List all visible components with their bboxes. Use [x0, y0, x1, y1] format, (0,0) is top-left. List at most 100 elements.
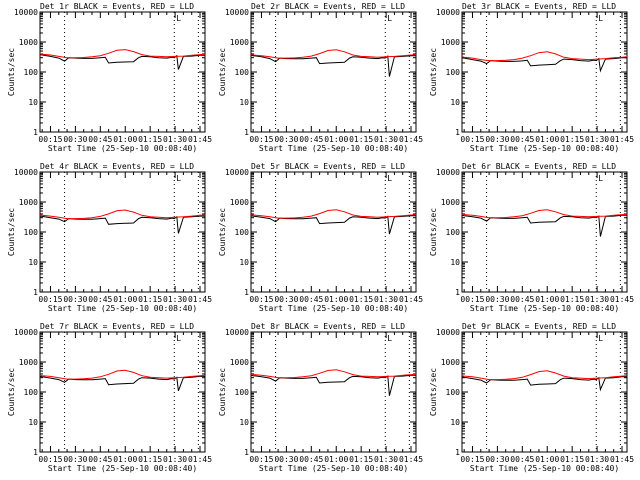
x-tick-label: 01:15 [349, 455, 373, 464]
series-line-events [250, 54, 416, 77]
x-tick-label: 00:45 [88, 455, 112, 464]
x-tick-label: 01:00 [535, 135, 559, 144]
x-tick-label: 01:45 [188, 295, 212, 304]
x-tick-label: 01:45 [610, 135, 634, 144]
y-axis-label: Counts/sec [218, 208, 227, 256]
y-tick-label: 1000 [19, 358, 38, 367]
y-tick-label: 100 [446, 388, 461, 397]
x-tick-label: 01:00 [535, 455, 559, 464]
y-tick-label: 1 [244, 128, 249, 137]
x-tick-label: 01:30 [374, 135, 398, 144]
x-tick-label: 01:00 [324, 455, 348, 464]
marker-label: L [598, 14, 603, 23]
x-tick-label: 01:45 [610, 455, 634, 464]
y-tick-label: 100 [446, 228, 461, 237]
x-tick-label: 00:45 [299, 455, 323, 464]
y-tick-label: 10 [239, 98, 249, 107]
y-tick-label: 1 [455, 448, 460, 457]
chart-panel-8: Det 8r BLACK = Events, RED = LLD 1 10 100 10… [218, 322, 423, 473]
x-tick-label: 01:30 [163, 455, 187, 464]
x-tick-label: 00:45 [88, 135, 112, 144]
y-tick-label: 100 [24, 388, 39, 397]
x-tick-label: 01:15 [138, 455, 162, 464]
x-tick-label: 01:45 [188, 455, 212, 464]
y-tick-label: 10 [450, 98, 460, 107]
x-axis-label: Start Time (25-Sep-10 00:08:40) [470, 304, 619, 313]
y-tick-label: 10000 [436, 168, 460, 177]
x-tick-label: 01:30 [374, 455, 398, 464]
chart-panel-1: Det 1r BLACK = Events, RED = LLD 1 10 100 10… [7, 2, 212, 153]
chart-title: Det 9r BLACK = Events, RED = LLD [462, 322, 616, 331]
x-tick-label: 00:30 [274, 455, 298, 464]
x-tick-label: 00:45 [510, 135, 534, 144]
x-tick-label: 00:30 [63, 455, 87, 464]
x-tick-label: 00:15 [249, 135, 273, 144]
chart-panel-9: Det 9r BLACK = Events, RED = LLD 1 10 100 10… [429, 322, 634, 473]
x-tick-label: 01:00 [113, 135, 137, 144]
x-tick-label: 01:15 [560, 135, 584, 144]
series-line-lld [250, 209, 417, 219]
y-tick-label: 1 [455, 288, 460, 297]
x-tick-label: 01:45 [399, 135, 423, 144]
y-tick-label: 10 [239, 258, 249, 267]
chart-title: Det 5r BLACK = Events, RED = LLD [251, 162, 405, 171]
y-tick-label: 10 [28, 418, 38, 427]
y-tick-label: 100 [24, 68, 39, 77]
y-tick-label: 1000 [230, 198, 249, 207]
x-tick-label: 01:15 [349, 295, 373, 304]
y-tick-label: 1000 [441, 38, 460, 47]
marker-label: L [387, 174, 392, 183]
y-tick-label: 100 [235, 68, 250, 77]
x-tick-label: 01:00 [324, 295, 348, 304]
y-axis-label: Counts/sec [7, 48, 16, 96]
x-tick-label: 00:45 [510, 295, 534, 304]
marker-label: L [387, 14, 392, 23]
y-tick-label: 10000 [225, 328, 249, 337]
y-tick-label: 1 [33, 288, 38, 297]
y-tick-label: 1 [33, 448, 38, 457]
series-line-events [39, 215, 205, 234]
y-tick-label: 10 [239, 418, 249, 427]
chart-title: Det 8r BLACK = Events, RED = LLD [251, 322, 405, 331]
x-tick-label: 01:00 [113, 455, 137, 464]
x-tick-label: 00:15 [460, 295, 484, 304]
y-tick-label: 100 [235, 388, 250, 397]
marker-label: L [598, 334, 603, 343]
y-tick-label: 100 [446, 68, 461, 77]
x-axis-label: Start Time (25-Sep-10 00:08:40) [48, 304, 197, 313]
y-tick-label: 1000 [230, 358, 249, 367]
x-tick-label: 00:30 [485, 135, 509, 144]
y-axis-label: Counts/sec [429, 208, 438, 256]
y-axis-label: Counts/sec [218, 368, 227, 416]
x-tick-label: 01:15 [560, 455, 584, 464]
y-axis-label: Counts/sec [7, 368, 16, 416]
x-tick-label: 00:45 [299, 135, 323, 144]
x-tick-label: 01:30 [163, 295, 187, 304]
marker-label: L [176, 174, 181, 183]
x-tick-label: 01:30 [585, 295, 609, 304]
x-tick-label: 00:15 [38, 455, 62, 464]
y-tick-label: 10000 [14, 168, 38, 177]
x-tick-label: 00:15 [38, 135, 62, 144]
marker-label: L [598, 174, 603, 183]
x-tick-label: 01:30 [585, 455, 609, 464]
y-tick-label: 10 [450, 258, 460, 267]
x-tick-label: 00:30 [274, 295, 298, 304]
series-line-lld [461, 370, 628, 381]
series-line-lld [39, 49, 206, 59]
series-line-events [461, 376, 627, 392]
y-tick-label: 100 [24, 228, 39, 237]
y-axis-label: Counts/sec [429, 48, 438, 96]
x-tick-label: 00:15 [249, 295, 273, 304]
x-tick-label: 00:15 [249, 455, 273, 464]
x-axis-label: Start Time (25-Sep-10 00:08:40) [48, 464, 197, 473]
chart-panel-5: Det 5r BLACK = Events, RED = LLD 1 10 100 10… [218, 162, 423, 313]
x-tick-label: 01:30 [163, 135, 187, 144]
y-tick-label: 1 [244, 288, 249, 297]
x-tick-label: 00:30 [63, 295, 87, 304]
y-tick-label: 10000 [436, 8, 460, 17]
x-tick-label: 01:15 [138, 135, 162, 144]
series-line-lld [461, 51, 628, 62]
y-tick-label: 10000 [225, 168, 249, 177]
chart-title: Det 3r BLACK = Events, RED = LLD [462, 2, 616, 11]
